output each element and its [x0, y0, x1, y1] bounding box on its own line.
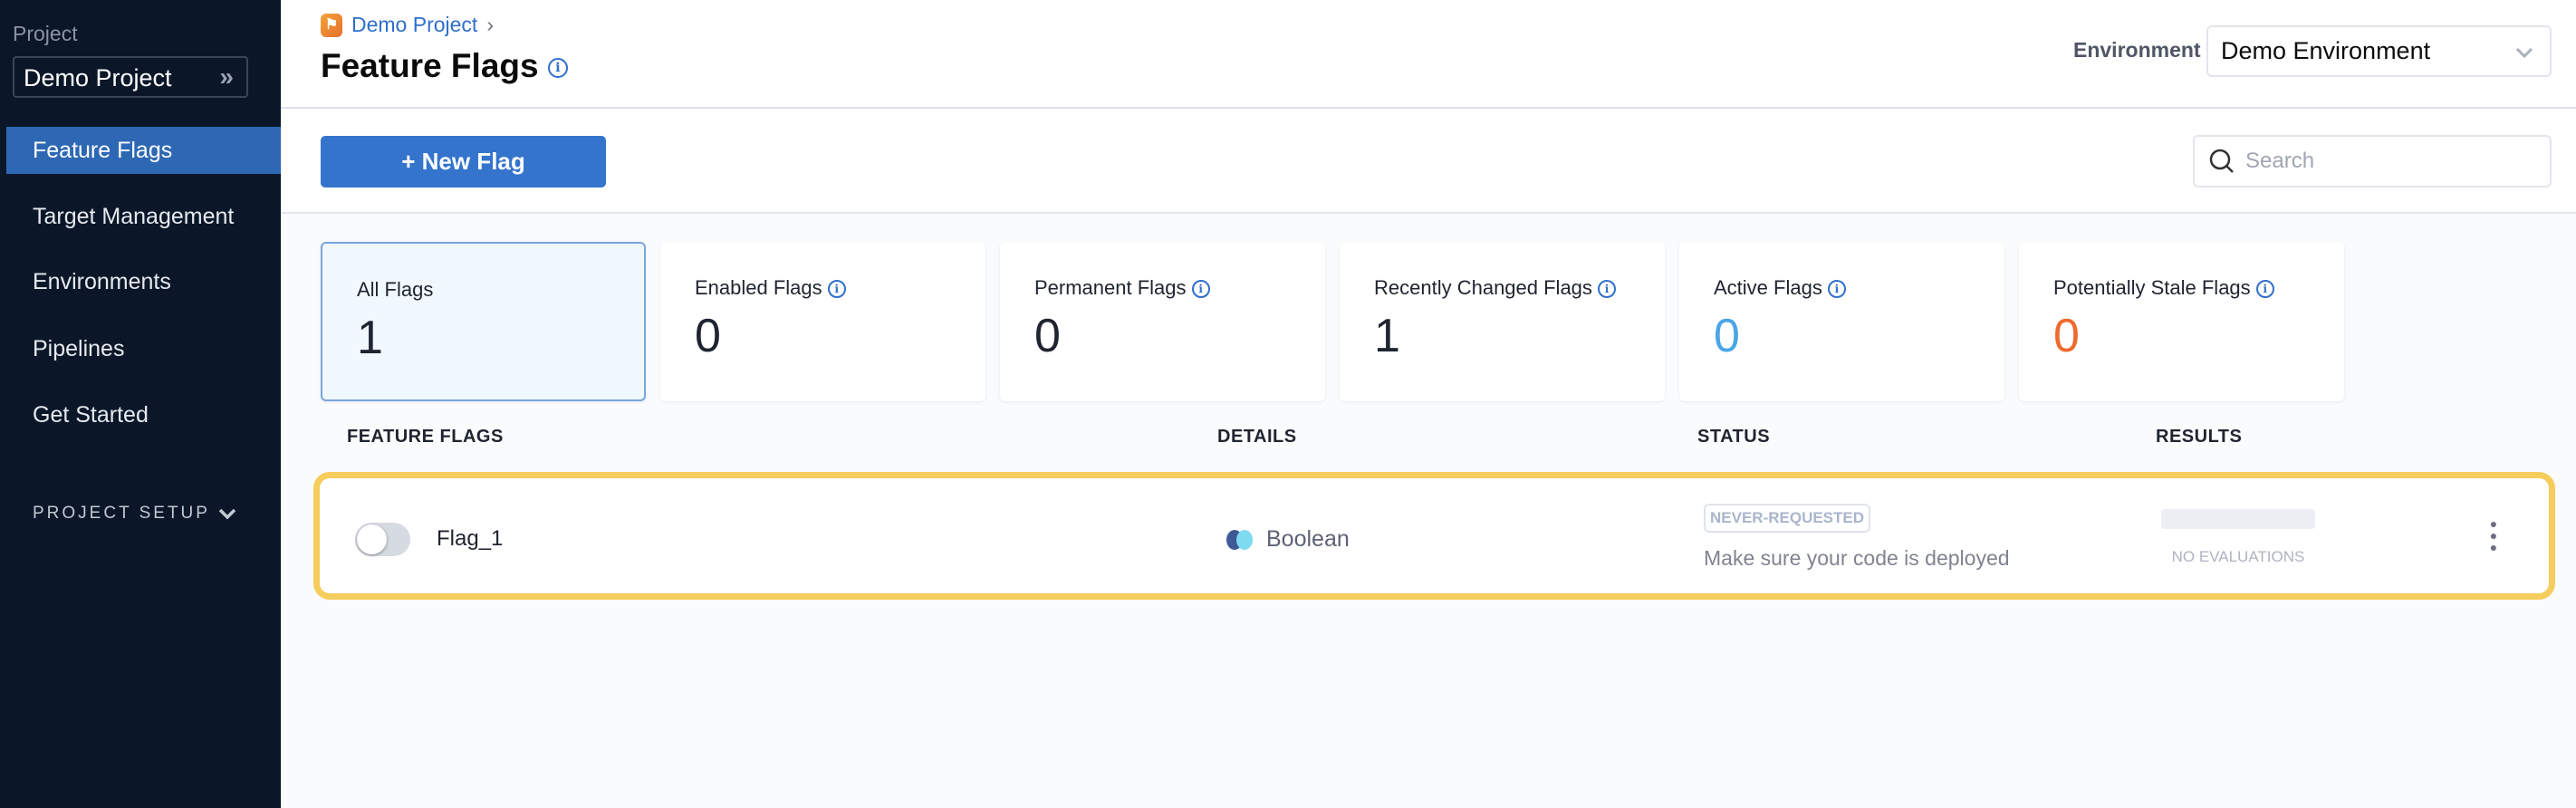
more-options-icon[interactable]: ● ● ●	[2489, 516, 2498, 554]
results-bar	[2161, 509, 2315, 529]
flag-toggle[interactable]	[355, 523, 410, 556]
stat-card-value: 1	[357, 312, 383, 364]
stat-card-label: Active Flags i	[1714, 276, 1970, 300]
breadcrumb-project-link[interactable]: Demo Project	[351, 13, 478, 36]
column-header-details: DETAILS	[1217, 427, 1297, 447]
stat-card-enabled-flags[interactable]: Enabled Flags i 0	[660, 242, 985, 401]
page-header: ⚑ Demo Project › Feature Flags i Environ…	[281, 0, 2576, 109]
stat-card-label: Potentially Stale Flags i	[2053, 276, 2310, 300]
stat-card-value: 0	[1034, 310, 1061, 362]
column-header-results: RESULTS	[2156, 427, 2243, 447]
flag-name[interactable]: Flag_1	[437, 526, 504, 551]
sidebar-item-get-started[interactable]: Get Started	[33, 402, 149, 428]
sidebar-item-environments[interactable]: Environments	[33, 269, 171, 294]
table-row[interactable]: Flag_1 Boolean NEVER-REQUESTED Make sure…	[313, 472, 2555, 600]
page-title: Feature Flags i	[321, 47, 568, 85]
stat-card-potentially-stale-flags[interactable]: Potentially Stale Flags i 0	[2019, 242, 2344, 401]
info-icon[interactable]: i	[827, 280, 846, 299]
stat-card-label: Enabled Flags i	[695, 276, 951, 300]
info-icon[interactable]: i	[2255, 280, 2274, 299]
info-icon[interactable]: i	[1827, 280, 1846, 299]
stat-card-label: All Flags	[357, 278, 434, 301]
feature-flag-logo-icon: ⚑	[321, 13, 342, 37]
stat-card-label: Permanent Flags i	[1034, 276, 1291, 300]
column-header-status: STATUS	[1697, 427, 1771, 447]
info-icon[interactable]: i	[1598, 280, 1617, 299]
chevron-down-icon[interactable]	[217, 507, 237, 520]
chevron-down-icon	[2515, 47, 2533, 58]
sidebar-item-target-management[interactable]: Target Management	[33, 204, 235, 229]
page-title-text: Feature Flags	[321, 47, 539, 84]
status-badge: NEVER-REQUESTED	[1704, 504, 1871, 533]
breadcrumb: ⚑ Demo Project ›	[321, 13, 494, 37]
project-label: Project	[13, 22, 78, 45]
stat-card-permanent-flags[interactable]: Permanent Flags i 0	[1000, 242, 1325, 401]
stat-card-all-flags[interactable]: All Flags 1	[321, 242, 646, 401]
sidebar-item-feature-flags[interactable]: Feature Flags	[6, 127, 281, 174]
sidebar: Project Demo Project » Feature Flags Tar…	[0, 0, 281, 808]
chevron-right-icon: ›	[486, 13, 494, 36]
double-chevron-right-icon: »	[219, 63, 234, 91]
stat-card-recently-changed-flags[interactable]: Recently Changed Flags i 1	[1340, 242, 1665, 401]
results-text: NO EVALUATIONS	[2171, 548, 2305, 565]
search-input[interactable]	[2193, 135, 2552, 188]
sidebar-item-pipelines[interactable]: Pipelines	[33, 336, 125, 361]
info-icon[interactable]: i	[1191, 280, 1210, 299]
new-flag-button[interactable]: + New Flag	[321, 136, 606, 188]
stat-card-value: 0	[1714, 310, 1740, 362]
stat-card-value: 0	[695, 310, 721, 362]
environment-label: Environment	[2073, 38, 2201, 62]
stat-card-active-flags[interactable]: Active Flags i 0	[1679, 242, 2004, 401]
stat-card-label: Recently Changed Flags i	[1374, 276, 1630, 300]
toggle-knob	[357, 524, 387, 554]
stat-card-value: 0	[2053, 310, 2080, 362]
column-header-feature-flags: FEATURE FLAGS	[347, 427, 504, 447]
flag-type: Boolean	[1266, 526, 1350, 552]
project-setup-section[interactable]: PROJECT SETUP	[33, 504, 210, 523]
toolbar: + New Flag	[281, 110, 2576, 214]
status-hint: Make sure your code is deployed	[1704, 546, 2010, 570]
environment-value: Demo Environment	[2221, 37, 2431, 64]
info-icon[interactable]: i	[547, 58, 568, 79]
stat-card-value: 1	[1374, 310, 1400, 362]
project-selector[interactable]: Demo Project »	[13, 56, 248, 98]
project-name: Demo Project	[24, 64, 172, 91]
search-icon	[2209, 149, 2234, 173]
environment-select[interactable]: Demo Environment	[2206, 25, 2552, 77]
boolean-icon	[1226, 530, 1253, 550]
